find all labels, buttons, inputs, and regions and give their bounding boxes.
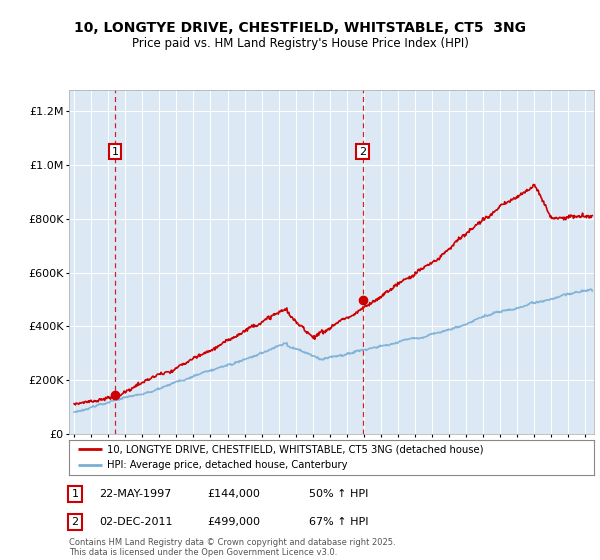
Text: 1: 1 — [112, 147, 118, 157]
Text: HPI: Average price, detached house, Canterbury: HPI: Average price, detached house, Cant… — [107, 460, 348, 470]
Text: 2: 2 — [359, 147, 366, 157]
Text: 1: 1 — [71, 489, 79, 499]
Text: Price paid vs. HM Land Registry's House Price Index (HPI): Price paid vs. HM Land Registry's House … — [131, 37, 469, 50]
Text: 02-DEC-2011: 02-DEC-2011 — [99, 517, 173, 527]
Text: 2: 2 — [71, 517, 79, 527]
Text: £144,000: £144,000 — [207, 489, 260, 499]
Text: Contains HM Land Registry data © Crown copyright and database right 2025.
This d: Contains HM Land Registry data © Crown c… — [69, 538, 395, 557]
Text: 10, LONGTYE DRIVE, CHESTFIELD, WHITSTABLE, CT5 3NG (detached house): 10, LONGTYE DRIVE, CHESTFIELD, WHITSTABL… — [107, 444, 484, 454]
Text: 10, LONGTYE DRIVE, CHESTFIELD, WHITSTABLE, CT5  3NG: 10, LONGTYE DRIVE, CHESTFIELD, WHITSTABL… — [74, 21, 526, 35]
Text: 67% ↑ HPI: 67% ↑ HPI — [309, 517, 368, 527]
Text: £499,000: £499,000 — [207, 517, 260, 527]
Text: 22-MAY-1997: 22-MAY-1997 — [99, 489, 172, 499]
Text: 50% ↑ HPI: 50% ↑ HPI — [309, 489, 368, 499]
